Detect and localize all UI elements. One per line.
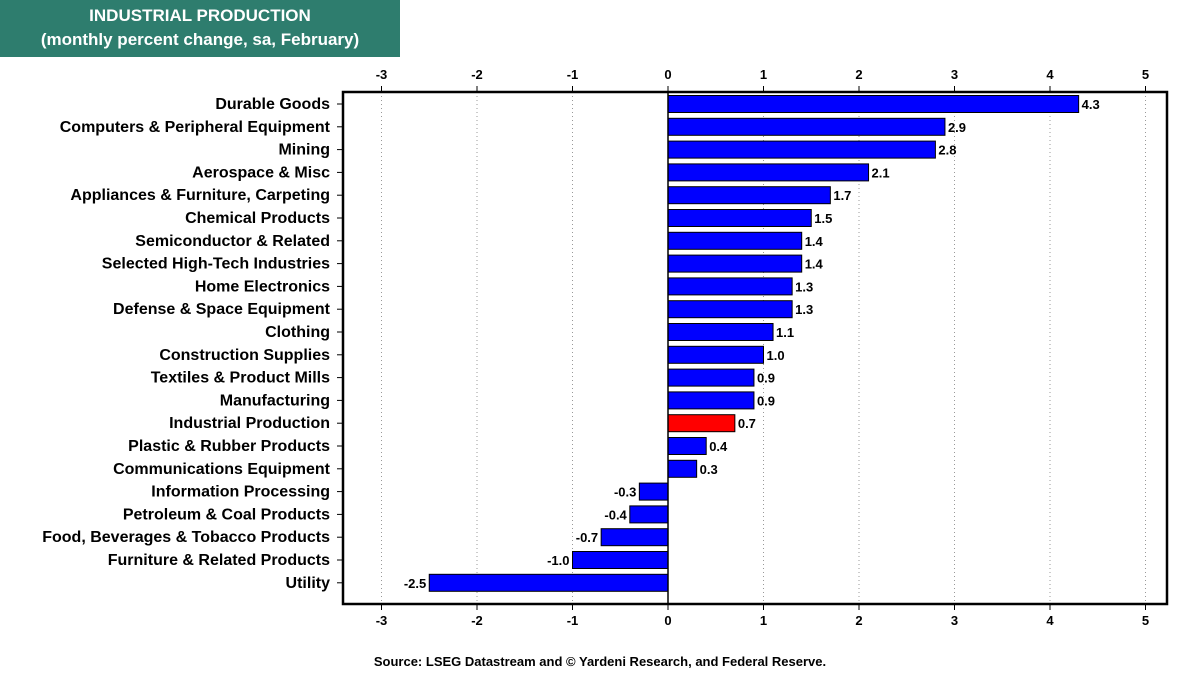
chart-subtitle: (monthly percent change, sa, February) — [40, 30, 360, 49]
bar — [667, 254, 803, 273]
category-label: Communications Equipment — [113, 461, 331, 478]
value-label: 1.4 — [805, 257, 824, 272]
bar — [667, 437, 707, 455]
x-tick-label-top: 0 — [664, 67, 671, 82]
x-tick-label-top: -1 — [567, 67, 579, 82]
bar — [667, 300, 793, 319]
category-label: Utility — [286, 575, 331, 592]
value-label: -2.5 — [404, 576, 426, 591]
source-note: Source: LSEG Datastream and © Yardeni Re… — [373, 654, 827, 669]
value-label: -0.4 — [604, 507, 627, 522]
x-tick-label-bottom: 2 — [855, 613, 862, 628]
bar — [667, 277, 793, 296]
x-tick-label-bottom: 0 — [664, 613, 671, 628]
category-label: Appliances & Furniture, Carpeting — [70, 187, 330, 204]
value-label: 2.8 — [938, 143, 956, 158]
bar — [428, 573, 669, 592]
category-label: Construction Supplies — [159, 347, 330, 364]
x-tick-label-top: -2 — [471, 67, 483, 82]
category-label: Textiles & Product Mills — [151, 370, 330, 387]
category-label: Semiconductor & Related — [135, 233, 330, 250]
category-label: Home Electronics — [195, 278, 330, 295]
category-label: Manufacturing — [220, 392, 330, 409]
x-tick-label-bottom: -2 — [471, 613, 483, 628]
bar — [667, 117, 946, 136]
bar — [667, 345, 764, 364]
value-label: 1.7 — [833, 188, 851, 203]
category-label: Plastic & Rubber Products — [128, 438, 330, 455]
bar — [572, 551, 669, 569]
value-label: 0.3 — [700, 462, 718, 477]
x-tick-label-top: 4 — [1046, 67, 1054, 82]
bar — [629, 505, 669, 524]
x-tick-label-top: 2 — [855, 67, 862, 82]
bar — [667, 209, 812, 227]
category-label: Selected High-Tech Industries — [102, 256, 330, 273]
bar — [667, 231, 803, 250]
category-label: Industrial Production — [169, 415, 330, 432]
x-tick-label-top: 3 — [951, 67, 958, 82]
bar — [638, 482, 669, 501]
value-label: 1.1 — [776, 325, 794, 340]
plot-frame — [341, 90, 1169, 606]
value-label: -0.7 — [576, 530, 598, 545]
value-label: 2.9 — [948, 120, 966, 135]
value-label: 1.5 — [814, 211, 832, 226]
value-label: 1.4 — [805, 234, 824, 249]
value-label: 0.9 — [757, 393, 775, 408]
bar — [667, 95, 1080, 113]
bar — [667, 163, 870, 182]
x-tick-label-bottom: 1 — [760, 613, 767, 628]
chart-title: INDUSTRIAL PRODUCTION — [89, 6, 311, 25]
category-label: Petroleum & Coal Products — [123, 506, 330, 523]
chart-title-box: INDUSTRIAL PRODUCTION (monthly percent c… — [0, 0, 400, 57]
value-label: 0.4 — [709, 439, 728, 454]
category-label: Furniture & Related Products — [108, 552, 330, 569]
value-label: -0.3 — [614, 485, 636, 500]
value-label: 0.9 — [757, 371, 775, 386]
bar — [667, 140, 936, 159]
category-label: Mining — [278, 142, 330, 159]
category-label: Information Processing — [151, 484, 330, 501]
value-label: 2.1 — [872, 165, 890, 180]
x-tick-label-bottom: 3 — [951, 613, 958, 628]
x-tick-label-bottom: -3 — [376, 613, 388, 628]
value-label: -1.0 — [547, 553, 569, 568]
category-label: Aerospace & Misc — [192, 164, 330, 181]
value-label: 1.3 — [795, 279, 813, 294]
x-tick-label-top: -3 — [376, 67, 388, 82]
category-label: Durable Goods — [215, 96, 330, 113]
value-label: 1.3 — [795, 302, 813, 317]
x-tick-label-bottom: 5 — [1142, 613, 1149, 628]
value-label: 0.7 — [738, 416, 756, 431]
category-label: Chemical Products — [185, 210, 330, 227]
bar — [600, 528, 669, 547]
category-label: Defense & Space Equipment — [113, 301, 331, 318]
value-label: 1.0 — [767, 348, 785, 363]
category-label: Food, Beverages & Tobacco Products — [42, 529, 330, 546]
bar — [667, 459, 698, 478]
bar — [667, 323, 774, 341]
bar — [667, 391, 755, 410]
bar — [667, 186, 831, 205]
bar — [667, 414, 736, 433]
x-tick-label-top: 1 — [760, 67, 767, 82]
x-tick-label-bottom: -1 — [567, 613, 579, 628]
x-tick-label-top: 5 — [1142, 67, 1149, 82]
x-tick-label-bottom: 4 — [1046, 613, 1054, 628]
category-label: Computers & Peripheral Equipment — [60, 119, 331, 136]
bar — [667, 368, 755, 387]
category-label: Clothing — [265, 324, 330, 341]
value-label: 4.3 — [1082, 97, 1100, 112]
